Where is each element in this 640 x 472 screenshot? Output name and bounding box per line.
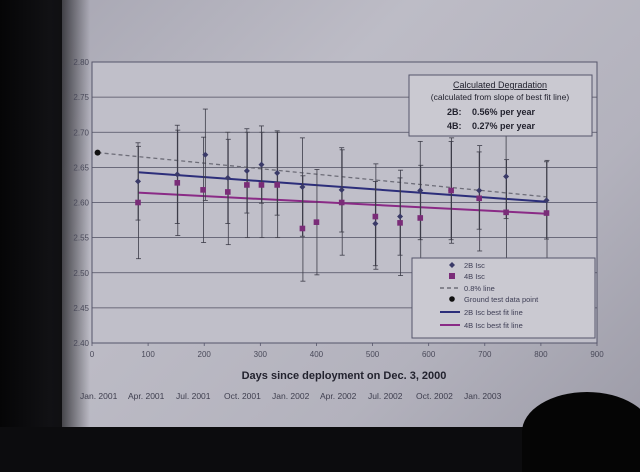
point-2b [299, 184, 306, 191]
date-label: Jan. 2001 [80, 391, 118, 401]
date-label: Jul. 2002 [368, 391, 403, 401]
point-4b [476, 195, 482, 202]
point-2b [417, 187, 424, 194]
point-2b [372, 220, 379, 227]
legend-label-4b: 4B Isc [464, 272, 485, 281]
y-tick-label: 2.80 [73, 58, 89, 67]
x-axis-title: Days since deployment on Dec. 3, 2000 [242, 370, 447, 382]
legend-marker-4b [449, 273, 455, 279]
date-label: Oct. 2002 [416, 391, 453, 401]
date-labels: Jan. 2001 Apr. 2001 Jul. 2001 Oct. 2001 Jan.… [80, 391, 502, 401]
rate-4b-label: 4B: [447, 121, 462, 131]
x-axis-ticks: 0 100 200 300 400 500 600 700 800 900 [90, 343, 604, 359]
point-2b [174, 171, 181, 178]
date-label: Jan. 2003 [464, 391, 502, 401]
legend-label-4b-fit: 4B Isc best fit line [464, 321, 523, 330]
point-2b [243, 167, 250, 174]
point-4b [313, 219, 320, 225]
y-tick-label: 2.70 [73, 128, 89, 137]
y-tick-label: 2.55 [73, 234, 89, 243]
degradation-chart: 2.40 2.45 2.50 2.55 2.60 2.65 2.70 2.75 2.80 0 10… [73, 58, 604, 401]
point-2b [258, 161, 265, 168]
audience-head-silhouette [522, 392, 640, 472]
point-2b [274, 169, 281, 176]
date-label: Oct. 2001 [224, 391, 261, 401]
x-tick-label: 100 [141, 350, 155, 359]
point-4b [224, 189, 231, 195]
y-tick-label: 2.50 [73, 269, 89, 278]
point-4b [174, 180, 181, 186]
y-tick-label: 2.40 [73, 339, 89, 348]
ground-test-point [94, 149, 101, 156]
date-label: Jul. 2001 [176, 391, 211, 401]
x-tick-label: 0 [90, 350, 95, 359]
point-2b [202, 151, 209, 158]
rate-2b-label: 2B: [447, 107, 462, 117]
legend-label-08: 0.8% line [464, 284, 495, 293]
legend-label-2b-fit: 2B Isc best fit line [464, 308, 523, 317]
point-4b [417, 215, 424, 221]
point-4b [448, 187, 454, 194]
x-tick-label: 900 [590, 350, 604, 359]
date-label: Jan. 2002 [272, 391, 310, 401]
degradation-annotation-box: Calculated Degradation (calculated from … [408, 74, 593, 137]
reference-08-line [97, 151, 547, 198]
y-tick-label: 2.65 [73, 163, 89, 172]
x-tick-label: 700 [478, 350, 492, 359]
point-4b [372, 213, 379, 220]
point-2b [543, 197, 550, 204]
annotation-subtitle: (calculated from slope of best fit line) [431, 92, 570, 102]
x-tick-label: 200 [198, 350, 212, 359]
x-tick-label: 400 [310, 350, 324, 359]
point-2b [503, 173, 510, 180]
y-tick-label: 2.45 [73, 304, 89, 313]
legend-label-ground: Ground test data point [464, 295, 539, 304]
annotation-title: Calculated Degradation [453, 80, 547, 90]
point-4b [503, 209, 509, 216]
point-4b [543, 210, 550, 216]
point-4b [274, 182, 280, 188]
x-tick-label: 600 [422, 350, 436, 359]
y-tick-label: 2.60 [73, 199, 89, 208]
x-tick-label: 300 [254, 350, 268, 359]
point-4b [299, 225, 306, 232]
point-4b [397, 220, 403, 226]
date-label: Apr. 2002 [320, 391, 357, 401]
legend-label-2b: 2B Isc [464, 261, 485, 270]
point-4b [338, 199, 345, 206]
point-4b [200, 187, 206, 193]
point-2b [338, 186, 345, 193]
point-4b [135, 199, 141, 206]
point-2b [224, 174, 231, 181]
legend-marker-ground [449, 296, 455, 302]
data-points [94, 149, 550, 232]
dark-room-edge [0, 0, 90, 427]
legend-marker-2b [449, 262, 455, 268]
date-label: Apr. 2001 [128, 391, 165, 401]
x-tick-label: 500 [366, 350, 380, 359]
y-tick-label: 2.75 [73, 93, 89, 102]
rate-2b-value: 0.56% per year [472, 107, 536, 117]
legend: 2B Isc 4B Isc 0.8% line Ground test data… [411, 257, 596, 339]
y-axis-ticks: 2.40 2.45 2.50 2.55 2.60 2.65 2.70 2.75 2.80 [73, 58, 89, 348]
point-2b [135, 178, 142, 185]
rate-4b-value: 0.27% per year [472, 121, 536, 131]
point-4b [258, 182, 265, 188]
x-tick-label: 800 [534, 350, 548, 359]
point-2b [476, 187, 483, 194]
point-2b [397, 213, 404, 220]
point-4b [244, 182, 250, 188]
